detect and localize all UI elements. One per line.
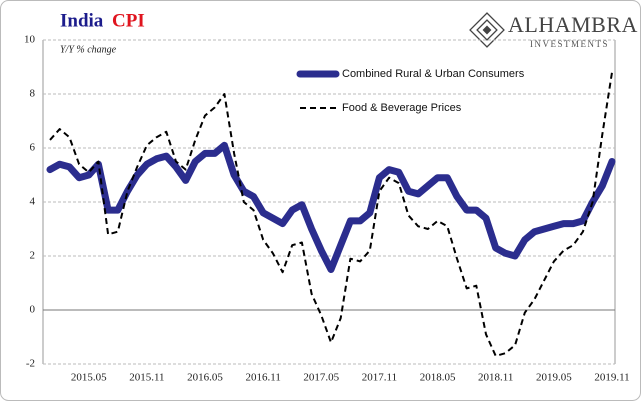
y-tick-label: 6 [30,142,36,154]
x-tick-label: 2019.05 [536,372,572,384]
x-tick-label: 2015.05 [71,372,107,384]
y-tick-label: 8 [30,88,36,100]
y-axis-label: Y/Y % change [60,44,117,55]
series-line [49,72,613,357]
x-tick-label: 2016.11 [246,372,281,384]
series-line [46,141,616,273]
y-tick-label: 2 [30,250,36,262]
x-tick-label: 2018.11 [478,372,513,384]
logo: ALHAMBRA INVESTMENTS [469,12,638,49]
chart-title-accent: CPI [112,10,145,31]
logo-subtitle: INVESTMENTS [530,39,609,49]
x-tick-label: 2015.11 [129,372,164,384]
x-tick-label: 2016.05 [187,372,223,384]
legend-label: Food & Beverage Prices [342,102,462,114]
y-tick-label: 10 [24,34,36,46]
y-tick-label: -2 [26,358,35,370]
logo-icon [469,12,505,48]
chart-title: India [60,10,104,31]
x-tick-label: 2017.05 [303,372,339,384]
x-tick-label: 2018.05 [420,372,456,384]
logo-name: ALHAMBRA [508,12,638,37]
x-tick-label: 2017.11 [362,372,397,384]
y-tick-label: 0 [30,304,36,316]
y-tick-label: 4 [30,196,36,208]
legend-label: Combined Rural & Urban Consumers [342,68,525,80]
x-tick-label: 2019.11 [594,372,629,384]
